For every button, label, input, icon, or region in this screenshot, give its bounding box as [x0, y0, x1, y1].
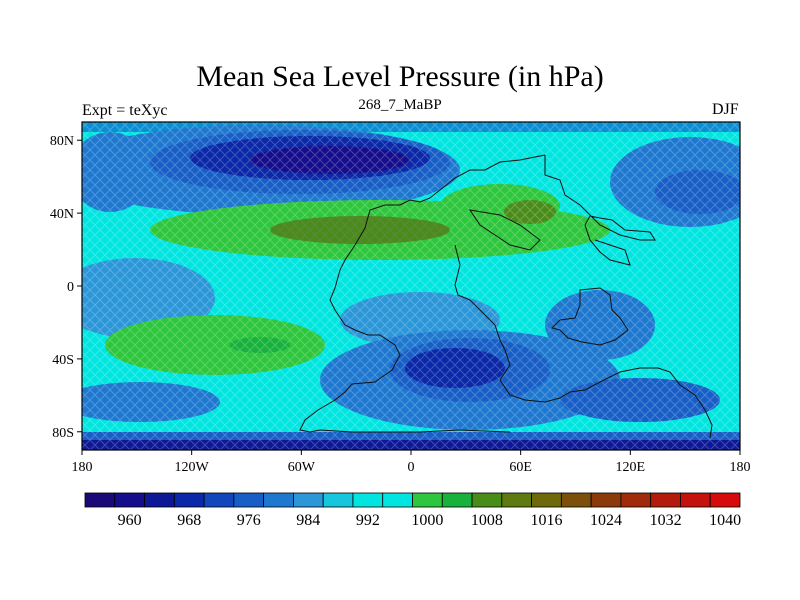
colorbar-label: 1040	[709, 512, 741, 529]
hatch-overlay	[82, 122, 740, 450]
lon-tick-label: 60E	[509, 460, 532, 475]
colorbar-swatch	[352, 492, 384, 508]
colorbar-swatch	[560, 492, 592, 508]
colorbar-label: 984	[296, 512, 320, 529]
lat-tick-label: 80N	[50, 134, 74, 149]
colorbar-swatch	[233, 492, 265, 508]
page-title: Mean Sea Level Pressure (in hPa)	[196, 60, 604, 93]
colorbar-swatch	[322, 492, 354, 508]
colorbar-swatch	[173, 492, 205, 508]
colorbar-swatch	[84, 492, 116, 508]
lon-tick-label: 180	[730, 460, 751, 475]
colorbar-swatch	[471, 492, 503, 508]
colorbar-swatch	[680, 492, 711, 508]
colorbar-label: 1024	[590, 512, 622, 529]
colorbar-label: 976	[237, 512, 261, 529]
colorbar-label: 992	[356, 512, 380, 529]
lon-tick-label: 60W	[288, 460, 316, 475]
lon-tick-label: 180	[72, 460, 93, 475]
lon-tick-label: 0	[408, 460, 415, 475]
colorbar-swatch	[441, 492, 473, 508]
hatch-high-core	[270, 216, 450, 244]
colorbar-label: 1032	[650, 512, 682, 529]
colorbar-swatch	[501, 492, 532, 508]
colorbar-label: 1000	[411, 512, 443, 529]
colorbar-swatch	[382, 492, 413, 508]
colorbar-swatch	[590, 492, 622, 508]
colorbar: 960 968 976 984 992 1000 1008 1016 1024 1032 1040	[84, 492, 741, 529]
colorbar-swatch	[620, 492, 652, 508]
map-subtitle: 268_7_MaBP	[358, 97, 442, 113]
latitude-axis: 80N 40N 0 40S 80S	[50, 134, 82, 441]
lat-tick-label: 40N	[50, 207, 74, 222]
experiment-label: Expt = teXyc	[82, 102, 168, 119]
lon-tick-label: 120E	[616, 460, 646, 475]
longitude-axis: 180 120W 60W 0 60E 120E 180	[72, 450, 751, 475]
colorbar-swatch	[144, 492, 175, 508]
pressure-field	[82, 122, 740, 450]
lon-tick-label: 120W	[175, 460, 210, 475]
colorbar-label: 968	[177, 512, 201, 529]
lat-tick-label: 40S	[52, 353, 74, 368]
colorbar-swatch	[114, 492, 145, 508]
continent-outline	[299, 154, 713, 439]
colorbar-swatch	[531, 492, 562, 508]
colorbar-swatch	[293, 492, 324, 508]
colorbar-swatch	[412, 492, 443, 508]
colorbar-label: 960	[118, 512, 142, 529]
colorbar-label: 1008	[471, 512, 503, 529]
lat-tick-label: 0	[67, 280, 74, 295]
season-label: DJF	[712, 101, 739, 118]
colorbar-swatch	[203, 492, 235, 508]
lat-tick-label: 80S	[52, 426, 74, 441]
colorbar-swatch	[709, 492, 741, 508]
colorbar-swatch	[263, 492, 294, 508]
colorbar-label: 1016	[530, 512, 562, 529]
colorbar-swatch	[650, 492, 681, 508]
